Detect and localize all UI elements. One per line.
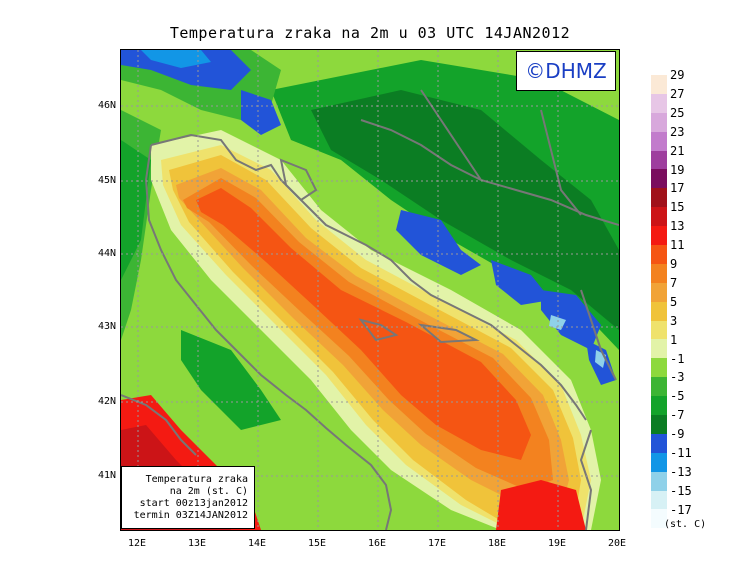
legend-label: 21 (670, 143, 685, 158)
legend-swatch (651, 301, 667, 321)
lon-label: 14E (247, 538, 267, 549)
temperature-map (120, 49, 620, 531)
legend-swatch (651, 112, 667, 132)
legend-label: 29 (670, 68, 685, 82)
legend-label: 17 (670, 181, 685, 196)
legend-swatch (651, 75, 667, 94)
legend-label: -15 (670, 483, 692, 498)
lon-label: 12E (127, 538, 147, 549)
legend-swatch (651, 245, 667, 264)
lat-label: 45N (97, 175, 116, 186)
legend-label: 9 (670, 257, 678, 271)
dhmz-logo: ©DHMZ (516, 51, 616, 91)
legend-label: -5 (670, 389, 685, 404)
lon-label: 20E (607, 538, 627, 549)
color-legend (651, 75, 667, 529)
legend-label: 23 (670, 124, 685, 139)
legend-label: -7 (670, 408, 685, 423)
legend-swatch (651, 396, 667, 416)
legend-label: 7 (670, 275, 678, 290)
legend-swatch (651, 131, 667, 151)
legend-swatch (651, 433, 667, 453)
legend-swatch (651, 320, 667, 340)
legend-label: 27 (670, 86, 685, 101)
legend-swatch (651, 226, 667, 246)
legend-label: 3 (670, 313, 678, 328)
lon-label: 18E (487, 538, 507, 549)
lat-label: 44N (97, 248, 116, 259)
lon-label: 13E (187, 538, 207, 549)
legend-swatch (651, 282, 667, 302)
legend-swatch (651, 207, 667, 227)
legend-label: 15 (670, 200, 685, 215)
legend-swatch (651, 339, 667, 359)
info-line-3: start 00z13jan2012 (139, 498, 248, 509)
info-line-4: termin 03Z14JAN2012 (133, 510, 248, 521)
lon-label: 19E (547, 538, 567, 549)
legend-label: -1 (670, 351, 685, 366)
legend-swatch (651, 452, 667, 472)
legend-label: -17 (670, 502, 692, 517)
legend-label: 25 (670, 105, 685, 120)
legend-swatch (651, 471, 667, 491)
legend-swatch (651, 358, 667, 378)
lat-label: 46N (97, 100, 116, 111)
legend-unit: (st. C) (664, 519, 707, 530)
legend-label: 5 (670, 294, 678, 309)
legend-label: 11 (670, 238, 685, 253)
legend-swatch (651, 377, 667, 397)
info-line-2: na 2m (st. C) (169, 486, 248, 497)
legend-swatch (651, 490, 667, 510)
info-line-1: Temperatura zraka (145, 474, 248, 485)
lon-label: 16E (367, 538, 387, 549)
lat-label: 41N (97, 470, 116, 481)
legend-label: -13 (670, 464, 692, 479)
lat-label: 42N (97, 396, 116, 407)
lon-label: 15E (307, 538, 327, 549)
lon-label: 17E (427, 538, 447, 549)
legend-label: 1 (670, 332, 678, 347)
info-box: Temperatura zraka na 2m (st. C) start 00… (121, 466, 255, 529)
legend-swatch (651, 263, 667, 283)
legend-swatch (651, 415, 667, 434)
legend-label: 19 (670, 162, 685, 177)
legend-swatch (651, 150, 667, 170)
legend-label: 13 (670, 219, 685, 234)
lat-label: 43N (97, 321, 116, 332)
legend-swatch (651, 509, 667, 529)
legend-swatch (651, 169, 667, 189)
legend-label: -3 (670, 370, 685, 385)
legend-label: -11 (670, 446, 692, 460)
legend-label: -9 (670, 427, 685, 442)
map-title: Temperatura zraka na 2m u 03 UTC 14JAN20… (169, 24, 571, 42)
legend-swatch (651, 188, 667, 208)
legend-swatch (651, 93, 667, 113)
